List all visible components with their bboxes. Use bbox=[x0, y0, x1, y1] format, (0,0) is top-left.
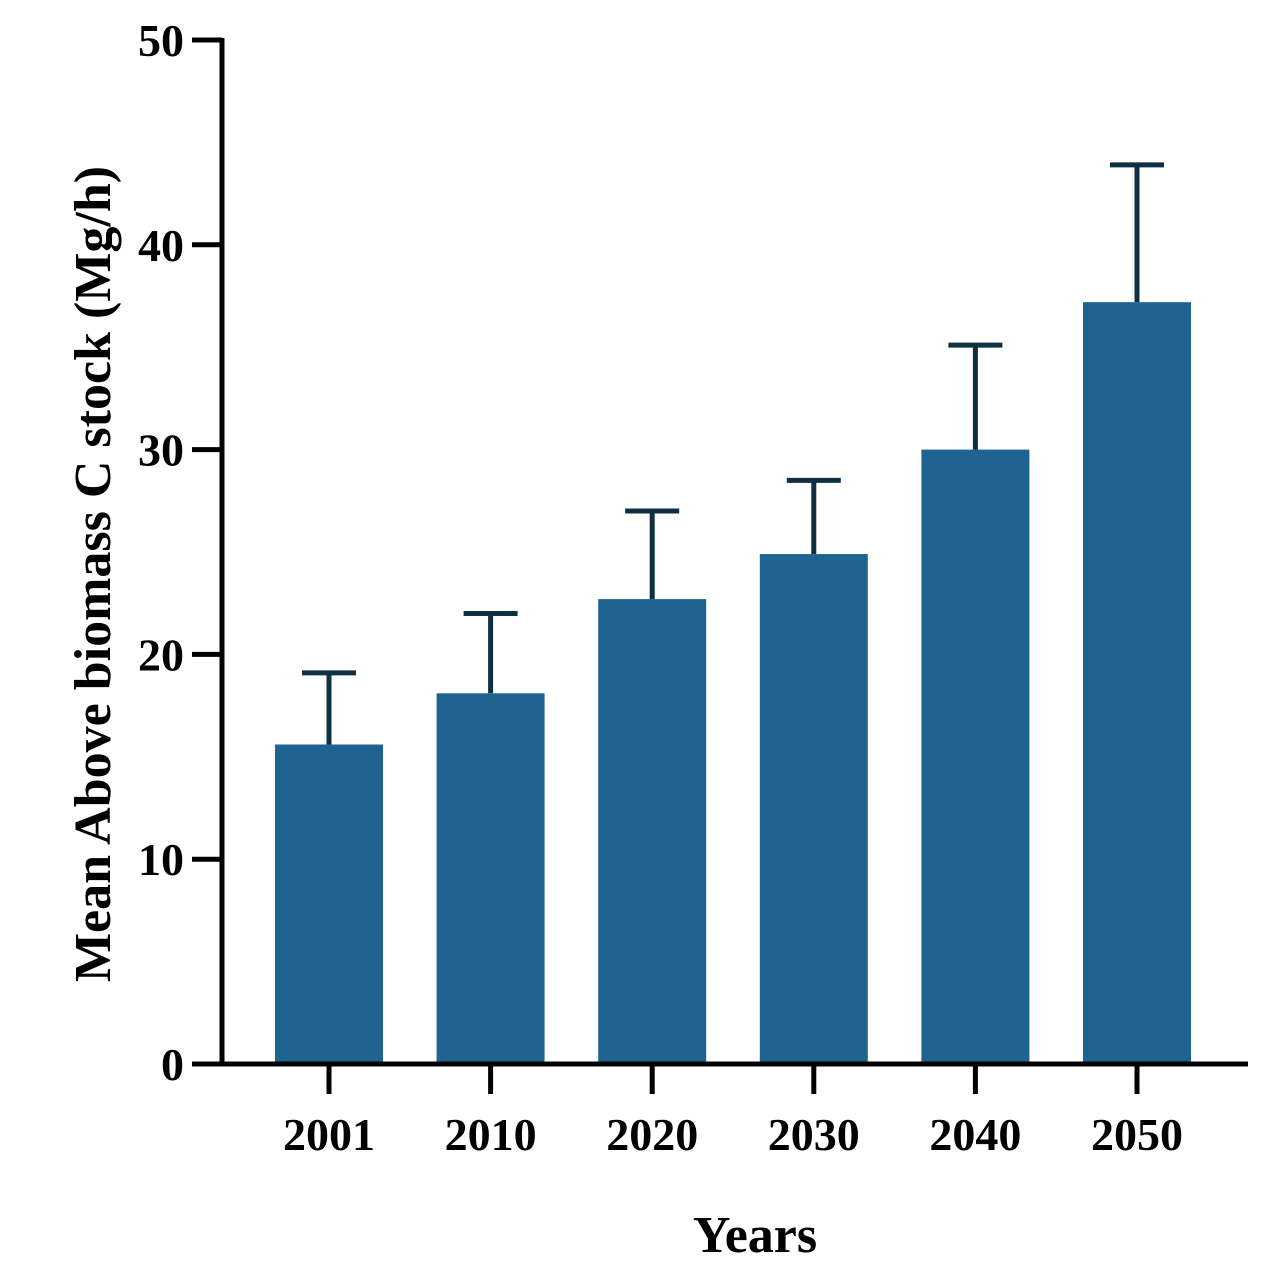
x-tick-label: 2040 bbox=[929, 1109, 1021, 1160]
y-tick-label: 30 bbox=[138, 425, 184, 476]
x-axis-title: Years bbox=[693, 1207, 817, 1264]
axes-layer bbox=[192, 38, 1248, 1067]
x-tick-label: 2010 bbox=[445, 1109, 537, 1160]
y-tick-label: 20 bbox=[138, 629, 184, 680]
y-ticks: 0 10 20 30 40 50 bbox=[138, 15, 222, 1090]
bar bbox=[759, 554, 868, 1064]
x-tick-label: 2030 bbox=[768, 1109, 860, 1160]
x-tick-label: 2020 bbox=[606, 1109, 698, 1160]
x-tick-label: 2050 bbox=[1091, 1109, 1183, 1160]
bars-layer bbox=[275, 302, 1191, 1065]
y-tick-label: 40 bbox=[138, 220, 184, 271]
bar bbox=[436, 693, 545, 1064]
bar bbox=[275, 744, 383, 1064]
error-bars-layer bbox=[302, 162, 1164, 745]
x-ticks: 2001 2010 2020 2030 2040 2050 bbox=[283, 1064, 1183, 1160]
y-tick-label: 50 bbox=[138, 15, 184, 66]
bar bbox=[1083, 302, 1191, 1064]
y-tick-label: 10 bbox=[138, 834, 184, 885]
bar bbox=[921, 449, 1030, 1065]
y-tick-label: 0 bbox=[161, 1039, 184, 1090]
x-tick-label: 2001 bbox=[283, 1109, 375, 1160]
y-axis-title: Mean Above biomass C stock (Mg/h) bbox=[65, 166, 122, 982]
bar bbox=[598, 599, 707, 1064]
